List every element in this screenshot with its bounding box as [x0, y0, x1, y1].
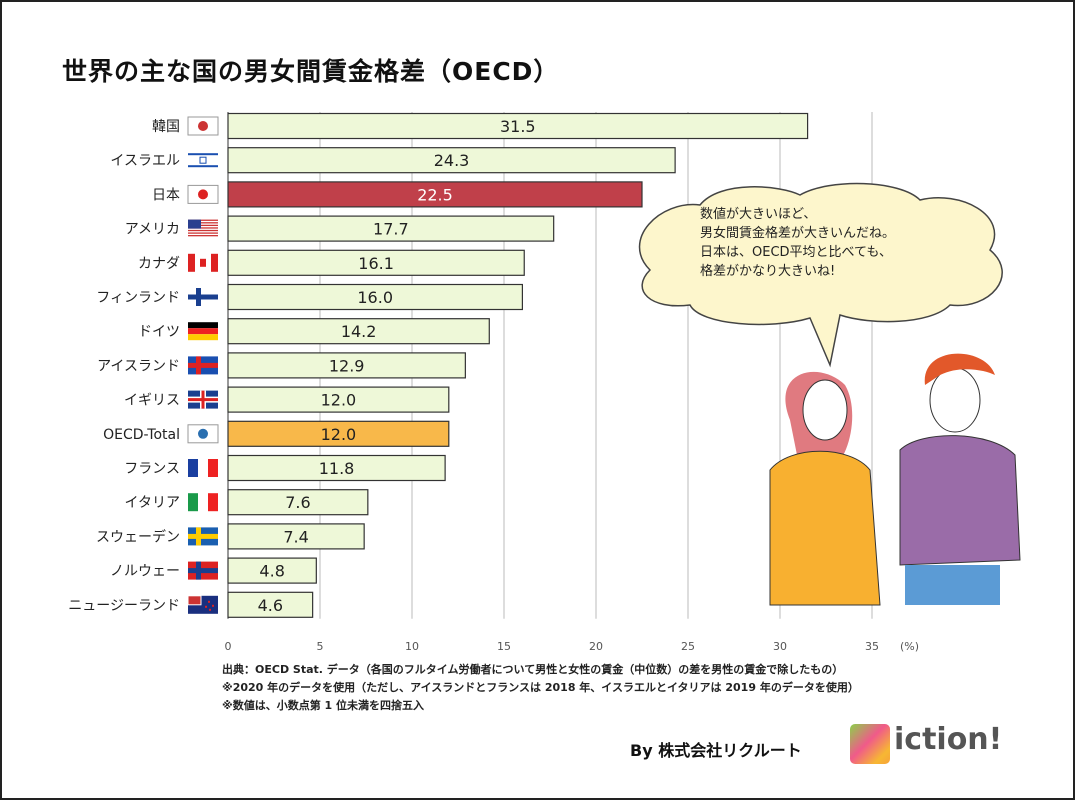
data-label: 7.6	[285, 493, 310, 512]
speech-line: 数値が大きいほど、	[700, 207, 817, 222]
woman-face	[802, 379, 848, 441]
x-tick-label: 30	[773, 640, 787, 653]
category-label: ノルウェー	[110, 564, 180, 580]
x-tick-label: 10	[405, 640, 419, 653]
new-zealand-flag-icon	[187, 595, 218, 614]
canada-flag-icon	[188, 253, 218, 272]
sweden-flag-icon	[188, 527, 218, 546]
usa-flag-icon	[188, 219, 218, 237]
italy-flag-icon	[188, 493, 218, 512]
bar	[227, 420, 450, 447]
category-label: スウェーデン	[96, 528, 180, 545]
x-tick-label: 5	[317, 640, 324, 653]
data-label: 24.3	[434, 151, 470, 170]
man-hair	[924, 353, 995, 385]
uk-flag-icon	[188, 390, 218, 409]
category-label: アイスランド	[97, 358, 180, 374]
x-tick-label: 0	[225, 640, 232, 653]
category-label: OECD-Total	[103, 427, 180, 443]
logo-text: iction!	[894, 722, 1003, 757]
rounding-note: ※数値は、小数点第 1 位未満を四捨五入	[222, 699, 425, 712]
category-label: カナダ	[138, 256, 180, 272]
speech-text: 数値が大きいほど、 男女間賃金格差が大きいんだね。 日本は、OECD平均と比べて…	[700, 205, 895, 281]
bar	[227, 283, 523, 311]
bar	[227, 454, 446, 482]
data-label: 12.9	[329, 356, 365, 375]
bar	[227, 591, 314, 618]
bar	[227, 215, 555, 242]
data-label: 17.7	[373, 220, 409, 239]
data-label: 12.0	[321, 425, 357, 444]
category-label: イギリス	[124, 393, 180, 409]
bar	[227, 523, 365, 550]
woman-body	[769, 450, 881, 606]
speech-line: 男女間賃金格差が大きいんだね。	[700, 226, 896, 241]
data-label: 11.8	[319, 459, 355, 478]
bar	[227, 181, 643, 208]
category-label: 韓国	[152, 119, 180, 135]
category-label: イタリア	[125, 495, 180, 511]
chart-title: 世界の主な国の男女間賃金格差（OECD）	[62, 57, 560, 86]
category-label: フランス	[124, 461, 180, 477]
france-flag-icon	[188, 459, 218, 477]
germany-flag-icon	[188, 322, 218, 341]
bar	[227, 112, 809, 140]
bar	[227, 557, 317, 584]
data-label: 4.6	[258, 596, 283, 615]
data-label: 12.0	[321, 391, 357, 410]
oecd-logo-icon	[187, 424, 219, 444]
bar	[227, 489, 369, 516]
data-label: 31.5	[500, 117, 536, 136]
year-note: ※2020 年のデータを使用（ただし、アイスランドとフランスは 2018 年、イ…	[222, 681, 859, 694]
x-tick-label: 20	[589, 640, 603, 653]
category-label: アメリカ	[125, 222, 180, 238]
norway-flag-icon	[188, 561, 218, 580]
data-label: 22.5	[417, 185, 453, 204]
speech-line: 日本は、OECD平均と比べても、	[700, 245, 892, 260]
x-tick-label: 15	[497, 640, 511, 653]
bar	[227, 318, 490, 345]
category-label: ドイツ	[138, 324, 180, 340]
speech-bubble	[638, 182, 1003, 368]
iceland-flag-icon	[188, 356, 218, 375]
x-unit-label: (%)	[900, 640, 919, 653]
bar	[227, 249, 525, 276]
man-face	[929, 367, 981, 433]
category-label: 日本	[152, 187, 180, 203]
man-body	[899, 435, 1021, 566]
data-label: 4.8	[259, 562, 284, 581]
data-label: 16.1	[358, 254, 394, 273]
japan-flag-icon	[187, 184, 219, 204]
category-label: イスラエル	[110, 153, 180, 169]
data-label: 14.2	[341, 322, 377, 341]
hand-logo-icon	[850, 724, 890, 764]
bar	[227, 352, 466, 379]
illustration	[638, 182, 1021, 606]
credit: By 株式会社リクルート	[630, 741, 802, 760]
data-label: 7.4	[283, 527, 308, 546]
category-label: フィンランド	[96, 290, 180, 306]
x-tick-label: 25	[681, 640, 695, 653]
category-label: ニュージーランド	[68, 598, 180, 614]
finland-flag-icon	[188, 288, 218, 306]
x-tick-label: 35	[865, 640, 879, 653]
bar	[227, 147, 676, 174]
speech-line: 格差がかなり大きいね!	[700, 264, 836, 279]
data-label: 16.0	[357, 288, 393, 307]
bar	[227, 386, 450, 413]
man-legs	[905, 565, 1000, 605]
korea-flag-icon	[187, 116, 219, 136]
source-note: 出典：OECD Stat. データ（各国のフルタイム労働者について男性と女性の賃…	[222, 663, 844, 676]
israel-flag-icon	[188, 151, 218, 170]
